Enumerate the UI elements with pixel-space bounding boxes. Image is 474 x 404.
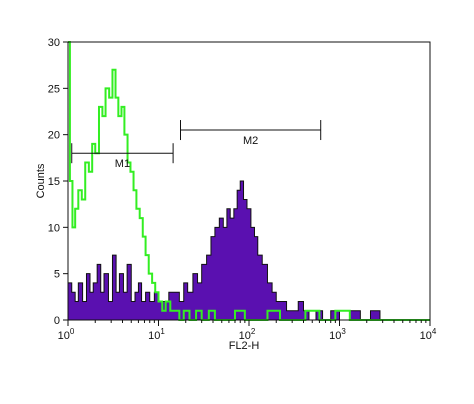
gate-label: M2 <box>243 135 258 147</box>
x-tick-label: 102 <box>239 327 256 342</box>
y-axis-label: Counts <box>35 163 47 198</box>
gate-label: M1 <box>115 158 130 170</box>
x-tick-label: 103 <box>329 327 346 342</box>
axes: 0 5 10 15 20 25 30 100 101 102 103 104 <box>48 37 437 342</box>
y-tick-label: 15 <box>48 176 60 188</box>
gates: M1 M2 <box>71 120 322 170</box>
y-tick-label: 0 <box>54 315 60 327</box>
y-tick-label: 20 <box>48 130 60 142</box>
y-tick-label: 5 <box>54 269 60 281</box>
x-axis-label: FL2-H <box>229 340 260 352</box>
histogram-outline <box>68 180 430 321</box>
x-tick-label: 104 <box>420 327 437 342</box>
y-tick-label: 30 <box>48 37 60 49</box>
x-tick-label: 100 <box>58 327 75 342</box>
plot-area <box>67 41 431 321</box>
x-tick-label: 101 <box>148 327 165 342</box>
histogram-fill <box>68 181 430 320</box>
y-tick-label: 25 <box>48 83 60 95</box>
y-tick-label: 10 <box>48 222 60 234</box>
